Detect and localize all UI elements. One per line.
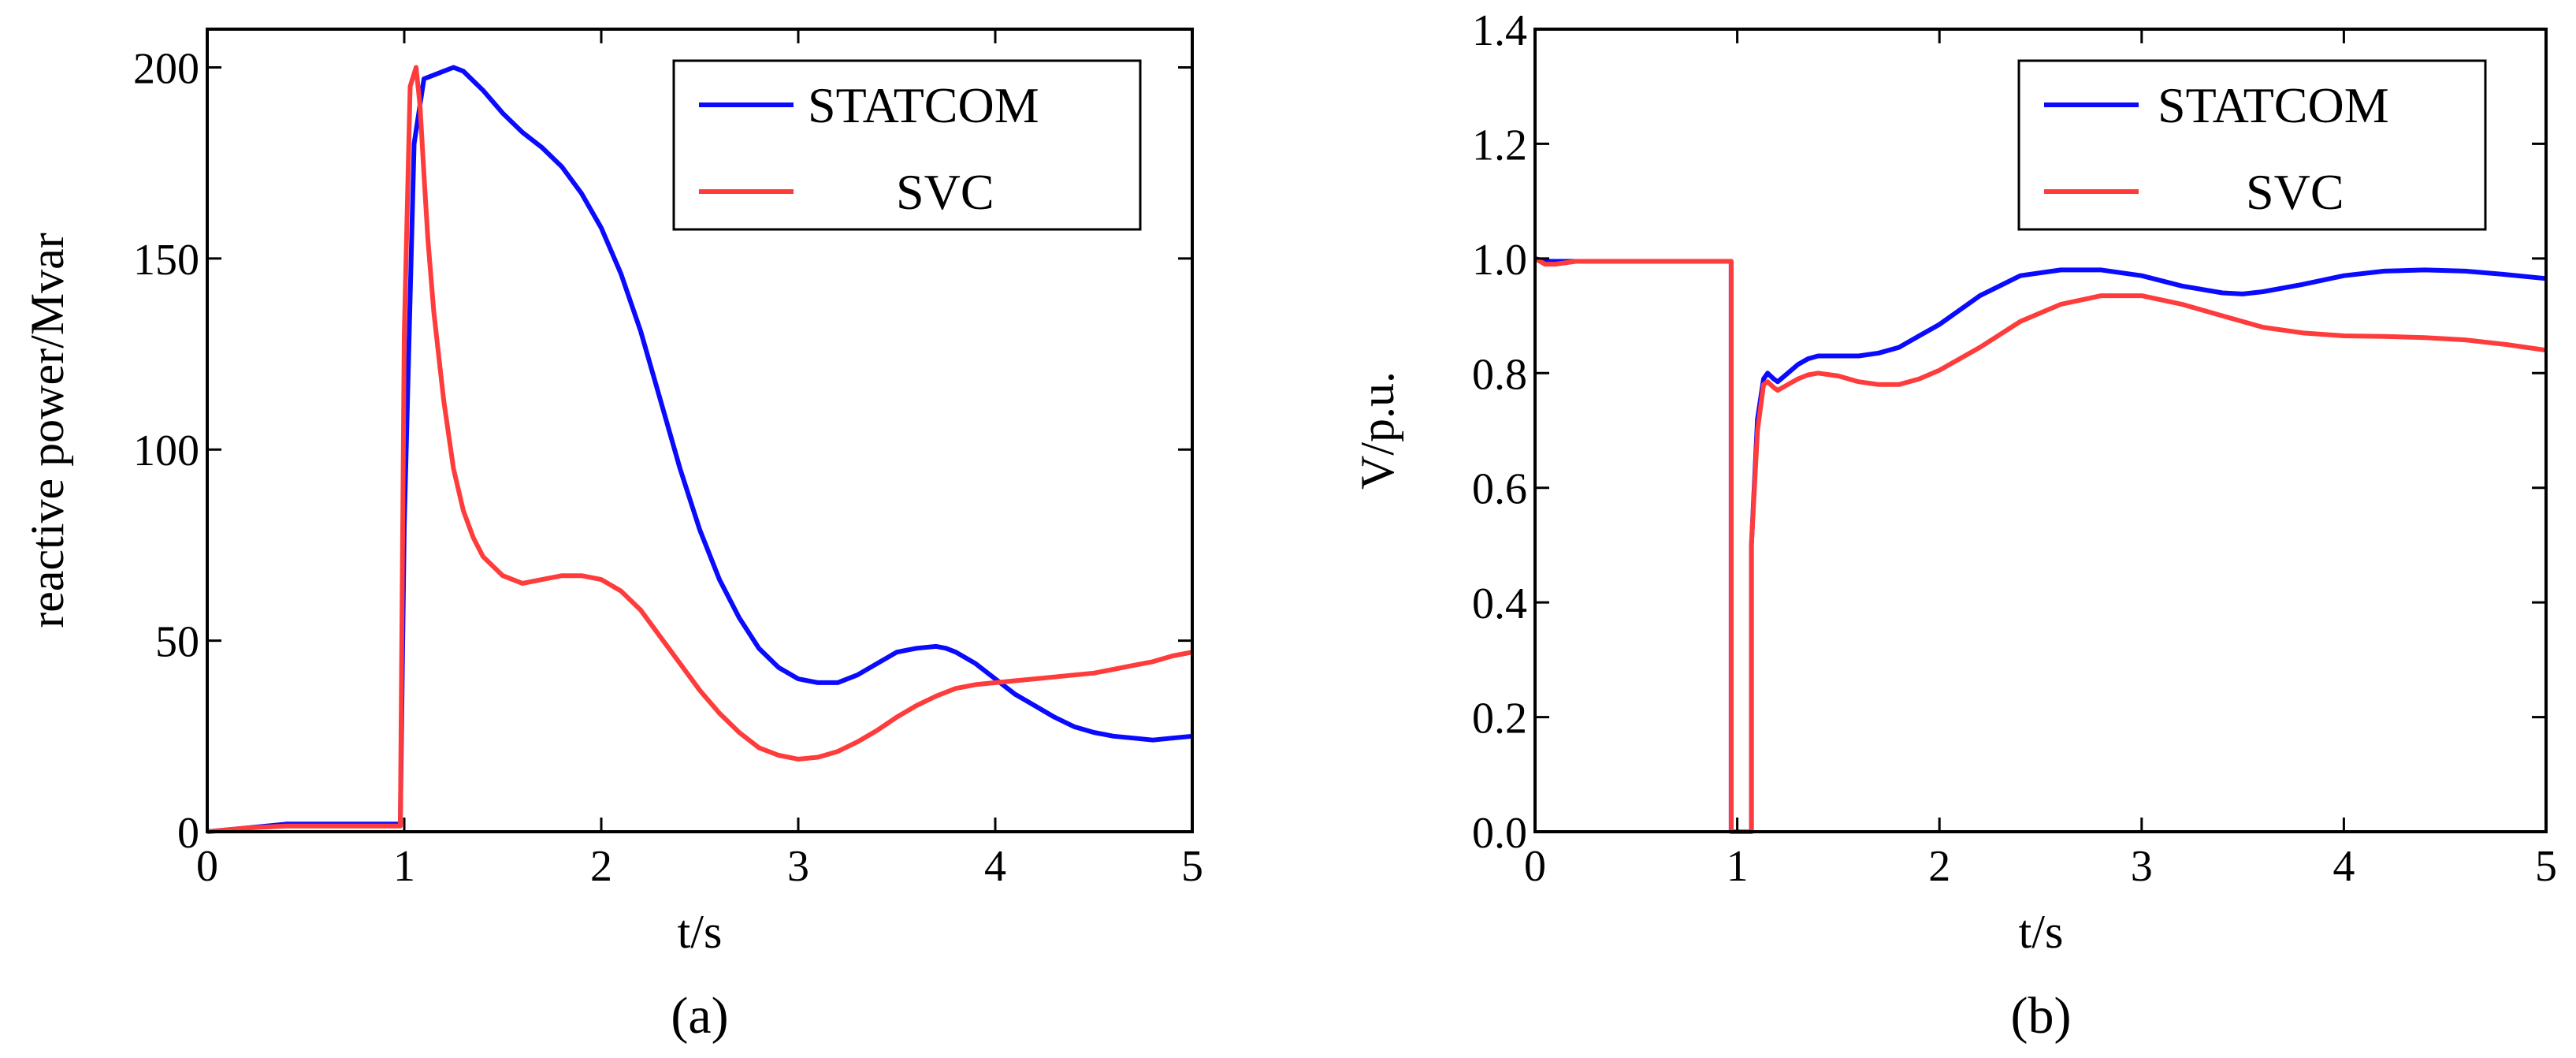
chart-b-legend-box [2017, 59, 2487, 231]
chart-b-panel-label: (b) [2011, 987, 2072, 1045]
chart-b-ytick-label: 0.8 [1472, 350, 1527, 399]
chart-a-xtick-label: 0 [196, 842, 218, 891]
chart-b-legend-label-svc: SVC [2246, 164, 2344, 220]
chart-b-ytick-label: 1.2 [1472, 121, 1527, 170]
chart-a-ytick-label: 200 [133, 44, 199, 93]
chart-b-ytick-label: 1.4 [1472, 6, 1527, 55]
chart-a-xtick-label: 3 [787, 842, 809, 891]
chart-b-ytick-label: 1.0 [1472, 236, 1527, 285]
chart-a-xtick-label: 1 [393, 842, 415, 891]
chart-b-xtick-label: 3 [2131, 842, 2153, 891]
chart-a-panel-label: (a) [671, 987, 728, 1045]
chart-a-series-svc [206, 65, 1193, 834]
chart-b-xtick-label: 2 [1928, 842, 1950, 891]
chart-a-legend-label-statcom: STATCOM [808, 77, 1039, 133]
chart-a-legend-label-svc: SVC [896, 164, 994, 220]
chart-b-ylabel: V/p.u. [1351, 371, 1403, 490]
chart-b-xlabel: t/s [2019, 906, 2064, 958]
chart-b-plot-layer [1533, 256, 2547, 834]
chart-a-plot-frame [206, 28, 1194, 833]
chart-a-xtick-label: 4 [984, 842, 1006, 891]
chart-b-xtick-label: 4 [2333, 842, 2355, 891]
chart-a-xlabel: t/s [678, 906, 723, 958]
chart-a-ytick-label: 100 [133, 427, 199, 475]
chart-b-legend-label-statcom: STATCOM [2158, 77, 2389, 133]
chart-b-xtick-label: 5 [2535, 842, 2557, 891]
chart-a-ytick-label: 0 [177, 809, 199, 858]
chart-b-series-svc [1533, 256, 2547, 834]
chart-a-legend: STATCOM SVC [672, 59, 1142, 231]
chart-b-ticks: 0 1 2 3 4 5 0.0 0.2 0.4 0.6 0.8 1.0 1.2 1.4 [1472, 6, 2557, 891]
chart-b-legend: STATCOM SVC [2017, 59, 2487, 231]
chart-b-plot-frame [1533, 28, 2548, 833]
chart-b-ytick-label: 0.0 [1472, 809, 1527, 858]
chart-b-ytick-label: 0.4 [1472, 579, 1527, 628]
chart-b-ytick-label: 0.6 [1472, 465, 1527, 514]
chart-a-xtick-label: 2 [590, 842, 612, 891]
chart-a-plot-layer [206, 65, 1193, 834]
chart-a-xtick-label: 5 [1181, 842, 1203, 891]
chart-b-ytick-label: 0.2 [1472, 695, 1527, 743]
chart-panel-b: 0 1 2 3 4 5 0.0 0.2 0.4 0.6 0.8 1.0 1.2 1.4 STATCOM S… [1351, 6, 2557, 1045]
chart-b-xtick-label: 1 [1727, 842, 1749, 891]
chart-a-ytick-label: 150 [133, 236, 199, 285]
chart-a-ytick-label: 50 [155, 618, 199, 667]
chart-a-ylabel: reactive power/Mvar [21, 233, 73, 628]
chart-a-legend-box [672, 59, 1142, 231]
chart-b-xtick-label: 0 [1524, 842, 1546, 891]
